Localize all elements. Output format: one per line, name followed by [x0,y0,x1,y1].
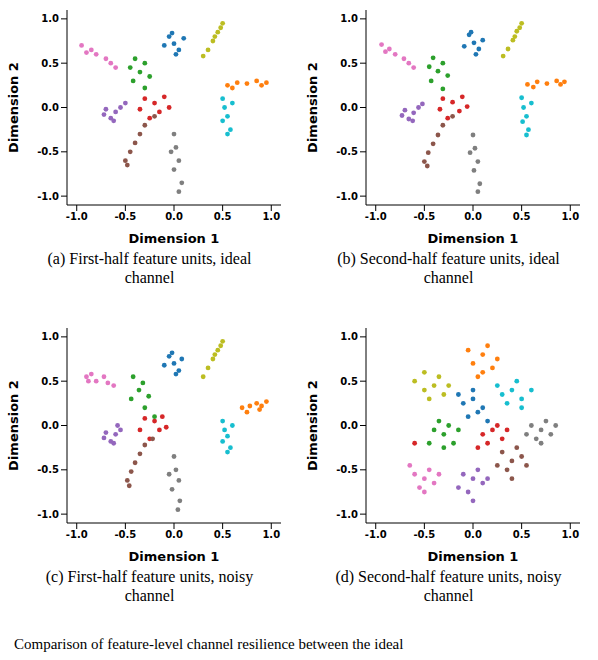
svg-text:1.0: 1.0 [561,529,579,540]
svg-text:Dimension 1: Dimension 1 [128,549,219,563]
html-text:Comparison of feature-level ch: Comparison of feature-level channel resi… [14,636,404,652]
svg-text:0.0: 0.0 [340,102,358,113]
svg-text:0.5: 0.5 [512,529,530,540]
svg-text:Dimension 2: Dimension 2 [304,62,319,153]
svg-text:-0.5: -0.5 [413,529,435,540]
svg-text:Dimension 1: Dimension 1 [128,231,219,245]
svg-text:-1.0: -1.0 [65,211,87,222]
svg-text:-1.0: -1.0 [364,211,386,222]
svg-text:Dimension 2: Dimension 2 [8,380,20,471]
svg-text:0.0: 0.0 [340,420,358,431]
svg-text:0.0: 0.0 [41,420,59,431]
svg-text:0.5: 0.5 [340,376,358,387]
svg-text:-1.0: -1.0 [336,509,358,520]
svg-text:0.5: 0.5 [41,58,59,69]
svg-text:1.0: 1.0 [262,529,280,540]
html-text:(b) Second-half feature units,: (b) Second-half feature units, ideal cha… [337,250,560,286]
svg-text:0.5: 0.5 [41,376,59,387]
svg-text:-0.5: -0.5 [336,464,358,475]
svg-text:Dimension 2: Dimension 2 [8,62,20,153]
svg-text:Dimension 1: Dimension 1 [427,549,518,563]
svg-text:1.0: 1.0 [41,13,59,24]
svg-text:0.0: 0.0 [165,211,183,222]
svg-text:-0.5: -0.5 [114,529,136,540]
svg-text:-0.5: -0.5 [336,146,358,157]
svg-text:0.0: 0.0 [464,529,482,540]
svg-text:Dimension 2: Dimension 2 [304,380,319,471]
svg-text:-1.0: -1.0 [65,529,87,540]
svg-text:0.5: 0.5 [340,58,358,69]
svg-text:1.0: 1.0 [561,211,579,222]
html-text:(d) Second-half feature units,: (d) Second-half feature units, noisy cha… [335,568,562,604]
svg-text:-1.0: -1.0 [336,191,358,202]
svg-text:1.0: 1.0 [41,331,59,342]
svg-text:0.5: 0.5 [213,529,231,540]
svg-text:1.0: 1.0 [262,211,280,222]
svg-text:-0.5: -0.5 [114,211,136,222]
svg-text:0.5: 0.5 [512,211,530,222]
svg-text:-1.0: -1.0 [37,509,59,520]
svg-text:0.0: 0.0 [41,102,59,113]
svg-text:-1.0: -1.0 [37,191,59,202]
svg-text:-0.5: -0.5 [37,464,59,475]
svg-text:0.0: 0.0 [165,529,183,540]
svg-text:1.0: 1.0 [340,13,358,24]
svg-text:-0.5: -0.5 [413,211,435,222]
html-text:(c) First-half feature units,: (c) First-half feature units, noisy chan… [45,568,254,604]
svg-text:-1.0: -1.0 [364,529,386,540]
svg-text:Dimension 1: Dimension 1 [427,231,518,245]
svg-text:0.5: 0.5 [213,211,231,222]
svg-text:-0.5: -0.5 [37,146,59,157]
svg-text:1.0: 1.0 [340,331,358,342]
svg-text:0.0: 0.0 [464,211,482,222]
html-text:(a) First-half feature units,: (a) First-half feature units, ideal chan… [47,250,252,286]
